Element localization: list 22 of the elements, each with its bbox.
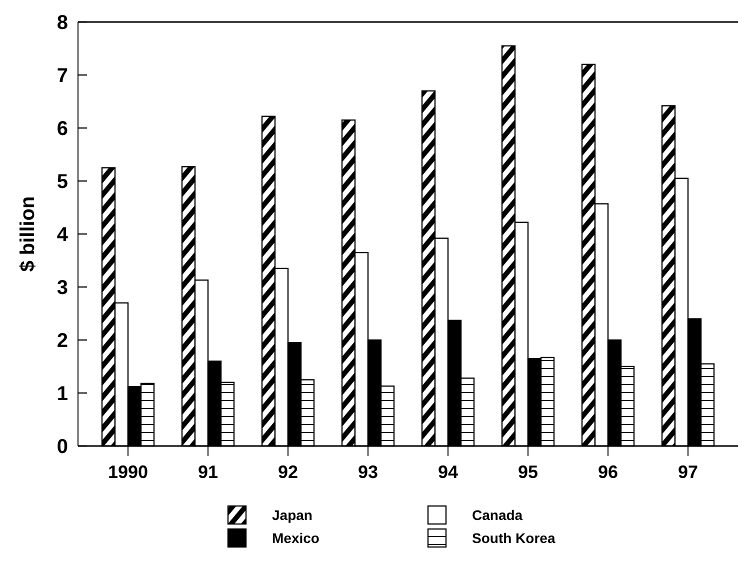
y-tick-label: 4 — [56, 224, 69, 246]
y-tick-label: 2 — [56, 330, 68, 352]
y-tick-label: 7 — [56, 65, 68, 87]
x-tick-label: 91 — [198, 462, 218, 482]
y-tick-label: 3 — [56, 277, 68, 299]
y-tick-label: 1 — [56, 383, 68, 405]
x-tick-label: 94 — [438, 462, 458, 482]
y-tick-label: 8 — [56, 12, 68, 34]
x-tick-label: 96 — [598, 462, 618, 482]
legend-label: Japan — [272, 506, 312, 523]
x-tick-label: 93 — [358, 462, 378, 482]
x-tick-label: 1990 — [108, 462, 148, 482]
legend-label: South Korea — [472, 530, 556, 546]
legend-label: Canada — [472, 506, 523, 523]
y-tick-label: 0 — [56, 436, 68, 458]
legend-label: Mexico — [272, 530, 320, 546]
y-axis-title: $ billion — [17, 196, 39, 272]
x-tick-label: 95 — [518, 462, 538, 482]
x-tick-label: 92 — [278, 462, 298, 482]
y-tick-label: 5 — [56, 171, 68, 193]
x-tick-label: 97 — [678, 462, 698, 482]
y-tick-label: 6 — [56, 118, 68, 140]
